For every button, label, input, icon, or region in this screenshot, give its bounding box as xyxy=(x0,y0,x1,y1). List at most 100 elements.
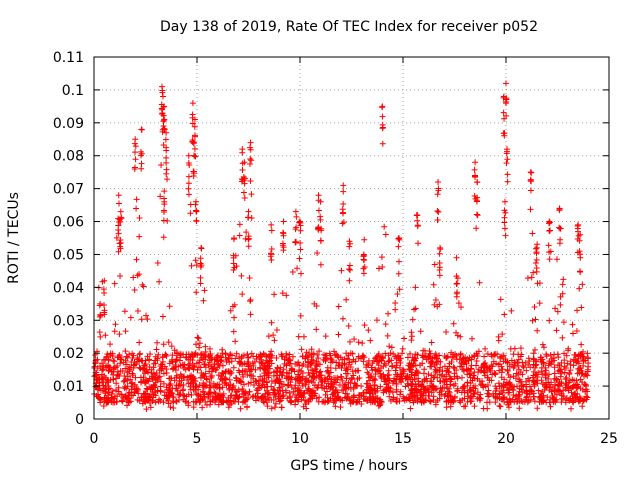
roti-peak-point xyxy=(527,176,534,183)
roti-background-point xyxy=(321,399,328,406)
roti-background-point xyxy=(579,370,586,377)
roti-background-point xyxy=(515,366,522,373)
roti-background-point xyxy=(423,356,430,363)
roti-peak-point xyxy=(160,117,167,124)
roti-background-point xyxy=(408,387,415,394)
roti-background-point xyxy=(165,393,172,400)
roti-peak-point xyxy=(527,206,534,213)
roti-background-point xyxy=(271,404,278,411)
roti-background-point xyxy=(289,353,296,360)
roti-peak-point xyxy=(117,239,124,246)
roti-background-point xyxy=(531,346,538,353)
roti-background-point xyxy=(552,399,559,406)
roti-background-point xyxy=(535,369,542,376)
roti-background-point xyxy=(503,396,510,403)
roti-background-point xyxy=(459,396,466,403)
roti-background-point xyxy=(236,232,243,239)
roti-background-point xyxy=(459,384,466,391)
roti-background-point xyxy=(508,307,515,314)
roti-background-point xyxy=(364,369,371,376)
roti-peak-point xyxy=(132,156,139,163)
roti-background-point xyxy=(245,380,252,387)
roti-peak-point xyxy=(436,272,443,279)
roti-background-point xyxy=(455,300,462,307)
roti-peak-point xyxy=(414,217,421,224)
roti-peak-point xyxy=(280,244,287,251)
x-tick-label: 15 xyxy=(394,431,412,447)
roti-background-point xyxy=(494,351,501,358)
roti-background-point xyxy=(458,304,465,311)
roti-background-point xyxy=(545,362,552,369)
roti-background-point xyxy=(452,380,459,387)
roti-background-point xyxy=(323,355,330,362)
roti-background-point xyxy=(515,356,522,363)
roti-background-point xyxy=(361,393,368,400)
roti-background-point xyxy=(539,371,546,378)
roti-background-point xyxy=(117,273,124,280)
roti-background-point xyxy=(530,372,537,379)
roti-background-point xyxy=(523,367,530,374)
y-tick-labels: 0 0.01 0.02 0.03 0.04 0.05 0.06 0.07 0.08 0.09 0.1… xyxy=(53,50,84,428)
roti-background-point xyxy=(392,306,399,313)
roti-background-point xyxy=(500,352,507,359)
roti-background-point xyxy=(235,367,242,374)
roti-background-point xyxy=(277,388,284,395)
roti-background-point xyxy=(297,312,304,319)
roti-background-point xyxy=(319,398,326,405)
roti-background-point xyxy=(209,397,216,404)
roti-background-point xyxy=(295,333,302,340)
roti-background-point xyxy=(530,390,537,397)
roti-background-point xyxy=(577,351,584,358)
roti-background-point xyxy=(484,351,491,358)
roti-background-point xyxy=(268,405,275,412)
roti-background-point xyxy=(530,269,537,276)
roti-background-point xyxy=(412,305,419,312)
roti-background-point xyxy=(147,404,154,411)
roti-background-point xyxy=(559,290,566,297)
roti-background-point xyxy=(420,383,427,390)
roti-background-point xyxy=(111,399,118,406)
roti-background-point xyxy=(245,362,252,369)
roti-background-point xyxy=(544,394,551,401)
roti-background-point xyxy=(532,364,539,371)
roti-background-point xyxy=(157,397,164,404)
roti-background-point xyxy=(260,365,267,372)
roti-background-point xyxy=(343,384,350,391)
roti-peak-point xyxy=(501,225,508,232)
roti-background-point xyxy=(265,389,272,396)
roti-background-point xyxy=(367,337,374,344)
roti-background-point xyxy=(405,395,412,402)
roti-background-point xyxy=(390,350,397,357)
roti-background-point xyxy=(547,403,554,410)
roti-background-point xyxy=(227,370,234,377)
roti-background-point xyxy=(568,389,575,396)
roti-background-point xyxy=(542,372,549,379)
roti-background-point xyxy=(510,391,517,398)
roti-background-point xyxy=(475,366,482,373)
roti-background-point xyxy=(411,306,418,313)
roti-background-point xyxy=(506,395,513,402)
roti-background-point xyxy=(372,377,379,384)
roti-background-point xyxy=(270,369,277,376)
roti-background-point xyxy=(394,290,401,297)
roti-peak-point xyxy=(503,112,510,119)
roti-background-point xyxy=(314,351,321,358)
roti-background-point xyxy=(206,384,213,391)
roti-background-point xyxy=(324,364,331,371)
roti-background-point xyxy=(163,384,170,391)
roti-background-point xyxy=(107,341,114,348)
roti-background-point xyxy=(384,376,391,383)
roti-background-point xyxy=(122,328,129,335)
roti-background-point xyxy=(466,395,473,402)
roti-background-point xyxy=(382,362,389,369)
roti-peak-point xyxy=(160,234,167,241)
roti-peak-point xyxy=(163,147,170,154)
roti-background-point xyxy=(242,398,249,405)
roti-background-point xyxy=(206,345,213,352)
y-axis-label: ROTI / TECUs xyxy=(6,192,22,284)
roti-background-point xyxy=(486,365,493,372)
roti-background-point xyxy=(437,385,444,392)
roti-peak-point xyxy=(185,185,192,192)
roti-background-point xyxy=(271,390,278,397)
roti-peak-point xyxy=(297,240,304,247)
